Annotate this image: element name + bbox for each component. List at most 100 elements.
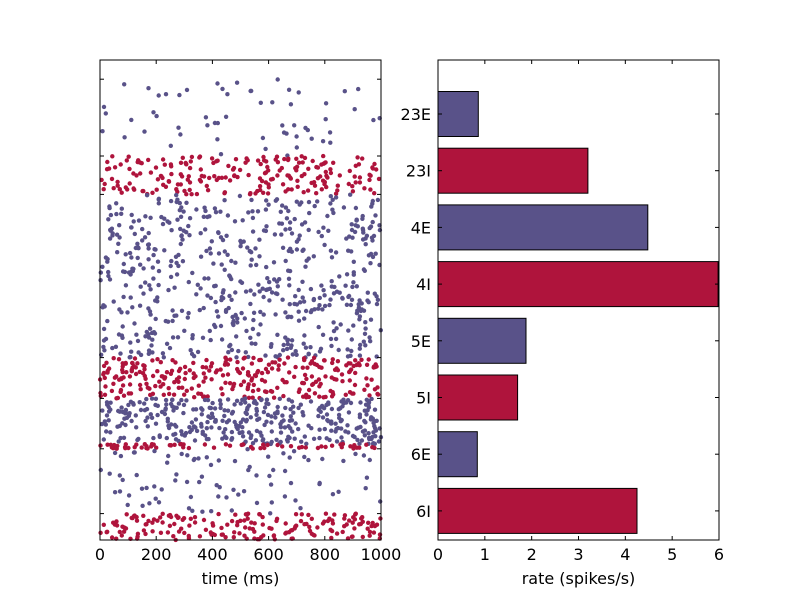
spike-dot xyxy=(350,520,355,525)
spike-dot xyxy=(101,363,107,369)
spike-dot xyxy=(138,387,143,392)
spike-dot xyxy=(293,421,298,426)
spike-dot xyxy=(279,232,284,237)
spike-dot xyxy=(141,528,147,533)
spike-dot xyxy=(203,365,209,370)
spike-dot xyxy=(288,480,294,486)
spike-dot xyxy=(308,399,314,404)
spike-dot xyxy=(165,530,171,535)
spike-dot xyxy=(212,406,218,411)
spike-dot xyxy=(250,209,255,214)
spike-dot xyxy=(259,377,265,383)
spike-dot xyxy=(311,296,317,302)
spike-dot xyxy=(307,524,312,530)
spike-dot xyxy=(311,436,317,441)
rate-y-tick-label: 23I xyxy=(406,162,431,181)
spike-dot xyxy=(217,485,222,490)
spike-dot xyxy=(121,393,127,398)
spike-dot xyxy=(281,451,286,456)
rate-y-tick-label: 6E xyxy=(411,445,431,464)
spike-dot xyxy=(303,125,308,131)
spike-dot xyxy=(374,294,379,299)
spike-dot xyxy=(207,246,213,251)
spike-dot xyxy=(368,187,373,192)
spike-dot xyxy=(123,360,128,366)
spike-dot xyxy=(351,259,356,264)
spike-dot xyxy=(246,430,252,435)
spike-dot xyxy=(303,264,308,269)
spike-dot xyxy=(207,214,212,219)
spike-dot xyxy=(142,129,147,134)
spike-dot xyxy=(376,176,382,182)
spike-dot xyxy=(302,454,307,460)
spike-dot xyxy=(225,522,230,527)
spike-dot xyxy=(328,194,333,199)
spike-dot xyxy=(154,187,159,192)
spike-dot xyxy=(287,435,292,441)
spike-dot xyxy=(322,242,327,248)
spike-dot xyxy=(294,523,299,528)
spike-dot xyxy=(219,532,224,537)
spike-dot xyxy=(323,101,329,106)
spike-dot xyxy=(167,220,172,225)
spike-dot xyxy=(155,518,160,523)
spike-dot xyxy=(216,314,221,319)
spike-dot xyxy=(155,259,161,264)
spike-dot xyxy=(234,334,239,339)
spike-dot xyxy=(185,315,190,320)
spike-dot xyxy=(231,535,236,540)
spike-dot xyxy=(278,209,283,214)
spike-dot xyxy=(275,332,280,337)
spike-dot xyxy=(234,398,240,403)
spike-dot xyxy=(351,270,356,275)
spike-dot xyxy=(114,374,119,379)
spike-dot xyxy=(271,467,276,473)
spike-dot xyxy=(205,123,210,128)
spike-dot xyxy=(298,518,304,524)
spike-dot xyxy=(275,173,280,178)
spike-dot xyxy=(301,381,307,386)
spike-dot xyxy=(338,442,343,447)
spike-dot xyxy=(317,295,322,301)
spike-dot xyxy=(362,186,367,191)
spike-dot xyxy=(346,410,352,415)
spike-dot xyxy=(119,190,124,195)
spike-dot xyxy=(371,233,377,239)
spike-dot xyxy=(201,214,206,219)
spike-dot xyxy=(118,162,123,167)
spike-dot xyxy=(163,92,169,97)
spike-dot xyxy=(302,155,308,161)
spike-dot xyxy=(258,322,263,327)
spike-dot xyxy=(245,447,250,452)
spike-dot xyxy=(352,174,357,179)
spike-dot xyxy=(235,320,240,325)
spike-dot xyxy=(265,412,271,418)
spike-dot xyxy=(215,158,220,163)
spike-dot xyxy=(137,303,143,308)
spike-dot xyxy=(223,309,229,314)
spike-dot xyxy=(250,215,256,221)
spike-dot xyxy=(306,457,311,463)
spike-dot xyxy=(160,157,166,162)
spike-dot xyxy=(248,415,253,420)
spike-dot xyxy=(124,370,129,375)
spike-dot xyxy=(199,412,204,417)
spike-dot xyxy=(358,400,363,405)
spike-dot xyxy=(321,288,326,293)
spike-dot xyxy=(127,374,133,379)
spike-dot xyxy=(357,363,362,368)
spike-dot xyxy=(229,437,234,442)
spike-dot xyxy=(337,173,342,178)
spike-dot xyxy=(274,437,279,442)
spike-dot xyxy=(364,442,369,447)
spike-dot xyxy=(302,434,307,439)
spike-dot xyxy=(239,310,244,316)
spike-dot xyxy=(241,379,247,384)
spike-dot xyxy=(319,233,324,239)
spike-dot xyxy=(302,333,307,338)
spike-dot xyxy=(361,339,366,344)
spike-dot xyxy=(310,158,315,164)
spike-dot xyxy=(324,412,330,417)
spike-dot xyxy=(176,263,181,269)
spike-dot xyxy=(371,420,376,426)
